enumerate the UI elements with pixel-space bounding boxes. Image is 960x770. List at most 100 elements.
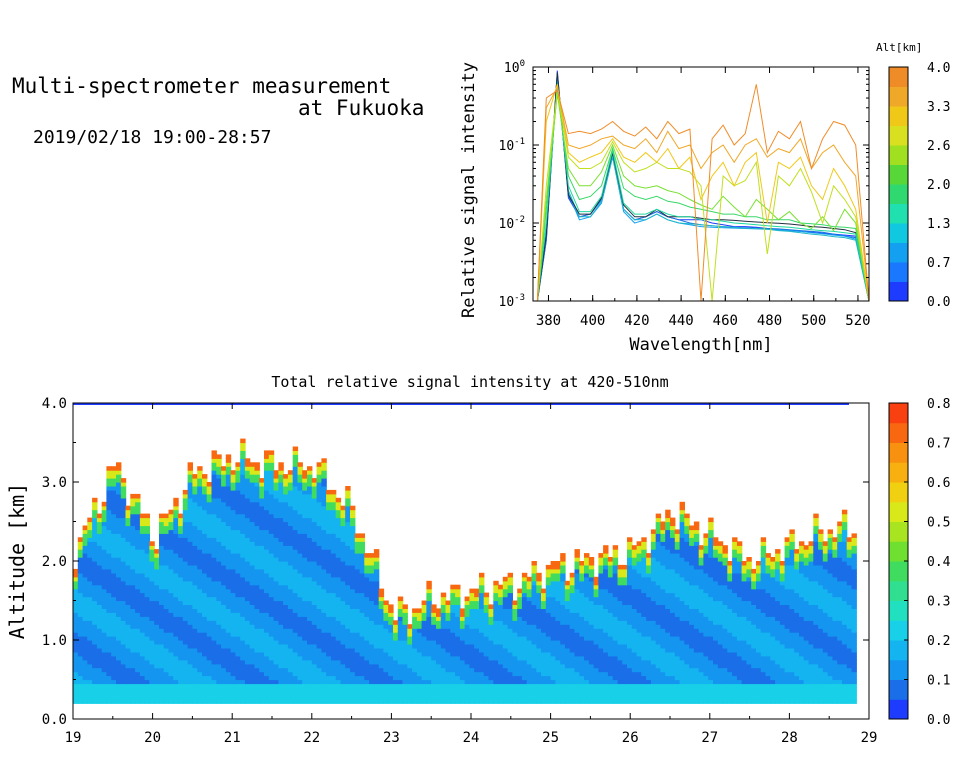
heatmap-cell	[130, 561, 136, 566]
heatmap-cell	[560, 659, 566, 665]
heatmap-cell	[584, 679, 590, 685]
heatmap-cell	[116, 474, 122, 479]
heatmap-cell	[354, 592, 361, 598]
heatmap-cell	[159, 521, 165, 527]
heatmap-cell	[73, 608, 79, 613]
heatmap-cell	[211, 671, 217, 677]
heatmap-cell	[216, 663, 222, 669]
heatmap-cell	[450, 624, 456, 629]
heatmap-cell	[555, 588, 561, 594]
heatmap-cell	[502, 624, 509, 629]
heatmap-cell	[221, 632, 227, 637]
heatmap-cell	[287, 600, 294, 605]
heatmap-cell	[321, 458, 327, 463]
heatmap-cell	[87, 549, 93, 554]
heatmap-cell	[149, 647, 155, 653]
heatmap-cell	[507, 596, 513, 602]
heatmap-cell	[106, 486, 112, 491]
heatmap-cell	[311, 497, 318, 503]
heatmap-cell	[92, 533, 98, 538]
heatmap-cell	[316, 584, 322, 590]
heatmap-cell	[335, 525, 342, 531]
heatmap-cell	[383, 651, 389, 657]
heatmap-cell	[244, 572, 251, 578]
heatmap-cell	[240, 438, 246, 444]
heatmap-cell	[154, 683, 160, 688]
heatmap-cell	[340, 687, 346, 692]
spectrum-x-tick-label: 520	[845, 313, 870, 329]
heatmap-cell	[359, 612, 365, 617]
heatmap-cell	[545, 647, 552, 653]
heatmap-cell	[135, 561, 141, 566]
heatmap-cell	[135, 576, 141, 582]
heatmap-cell	[101, 576, 108, 582]
heatmap-cell	[588, 695, 595, 700]
heatmap-cell	[77, 553, 84, 558]
heatmap-cell	[302, 604, 308, 609]
heatmap-cell	[82, 663, 88, 669]
heatmap-cell	[206, 608, 213, 613]
heatmap-cell	[225, 691, 232, 696]
heatmap-cell	[579, 667, 585, 673]
heatmap-cell	[254, 549, 260, 554]
heatmap-cell	[111, 667, 117, 673]
heatmap-cell	[230, 584, 236, 590]
heatmap-cell	[87, 561, 93, 566]
heatmap-cell	[426, 643, 432, 649]
heatmap-cell	[498, 655, 504, 661]
heatmap-cell	[125, 620, 131, 625]
heatmap-cell	[564, 675, 571, 681]
heatmap-cell	[159, 640, 165, 645]
heatmap-cell	[388, 679, 394, 685]
heatmap-cell	[211, 557, 217, 562]
heatmap-cell	[273, 493, 279, 499]
heatmap-cell	[144, 683, 150, 688]
heatmap-cell	[531, 671, 537, 677]
heatmap-cell	[302, 517, 308, 523]
heatmap-cell	[116, 636, 122, 641]
heatmap-cell	[488, 655, 494, 661]
heatmap-cell	[125, 564, 131, 570]
heatmap-cell	[302, 529, 308, 534]
heatmap-cell	[268, 521, 275, 527]
heatmap-cell	[77, 624, 84, 629]
heatmap-cell	[221, 557, 227, 562]
heatmap-cell	[159, 537, 165, 542]
heatmap-cell	[483, 640, 490, 645]
heatmap-cell	[440, 651, 447, 657]
heatmap-cell	[244, 691, 251, 696]
heatmap-cell	[287, 493, 294, 499]
heatmap-cell	[87, 596, 93, 602]
heatmap-cell	[235, 624, 241, 629]
heatmap-cell	[264, 651, 270, 657]
heatmap-cell	[598, 691, 604, 696]
heatmap-cell	[154, 632, 160, 637]
heatmap-cell	[73, 647, 79, 653]
heatmap-cell	[321, 501, 327, 507]
heatmap-cell	[311, 691, 318, 696]
heatmap-cell	[206, 592, 213, 598]
heatmap-cell	[593, 592, 599, 598]
heatmap-cell	[517, 643, 523, 649]
heatmap-cell	[555, 675, 561, 681]
heatmap-cell	[292, 458, 299, 463]
heatmap-cell	[388, 695, 394, 700]
heatmap-cell	[378, 643, 385, 649]
heatmap-cell	[316, 462, 322, 467]
heatmap-cell	[321, 497, 327, 503]
heatmap-cell	[369, 640, 375, 645]
heatmap-cell	[139, 580, 146, 586]
heatmap-cell	[354, 632, 361, 637]
heatmap-cell	[202, 643, 208, 649]
heatmap-cell	[259, 525, 265, 531]
heatmap-cell	[507, 616, 513, 621]
heatmap-cell	[311, 592, 318, 598]
heatmap-cell	[397, 612, 404, 617]
heatmap-cell	[307, 592, 313, 598]
heatmap-cell	[197, 525, 203, 531]
heatmap-cell	[316, 505, 322, 511]
spectrum-colorbar-tick-label: 3.3	[927, 100, 950, 115]
heatmap-cell	[235, 636, 241, 641]
heatmap-cell	[182, 632, 189, 637]
heatmap-cell	[474, 659, 480, 665]
